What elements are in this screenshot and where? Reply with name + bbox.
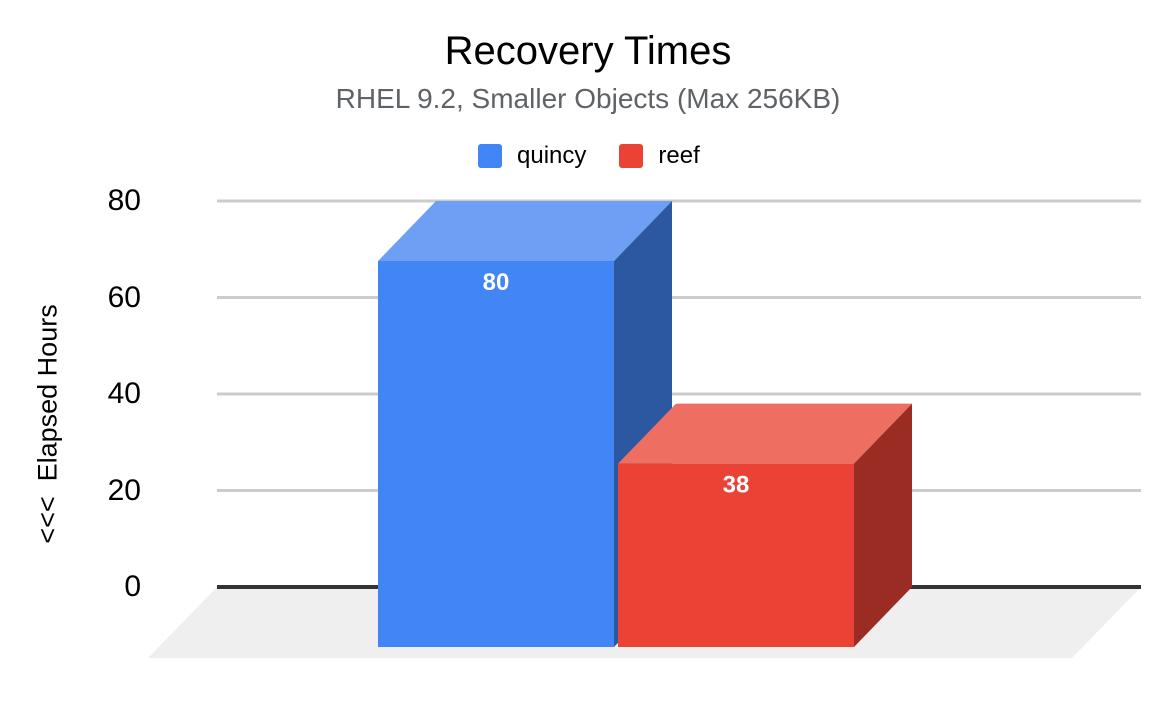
legend-item-reef: reef (619, 142, 700, 169)
legend-swatch-quincy-icon (478, 144, 502, 168)
legend-swatch-reef-icon (619, 144, 644, 168)
legend: quincy reef (478, 144, 700, 168)
bar-reef-front-face (618, 463, 854, 647)
legend-item-quincy: quincy (478, 144, 586, 168)
chart-subtitle: RHEL 9.2, Smaller Objects (Max 256KB) (335, 83, 841, 114)
bar-reef-top-face (618, 403, 912, 464)
bar-quincy-top-face (378, 201, 672, 261)
legend-label-reef: reef (658, 142, 700, 169)
bar-quincy-value-label: 80 (483, 269, 510, 296)
bar-reef-value-label: 38 (723, 472, 750, 499)
bar-quincy-front-face (378, 261, 614, 647)
chart-title: Recovery Times (444, 29, 732, 73)
bar-reef-side-face (854, 403, 912, 647)
legend-label-quincy: quincy (517, 142, 587, 169)
